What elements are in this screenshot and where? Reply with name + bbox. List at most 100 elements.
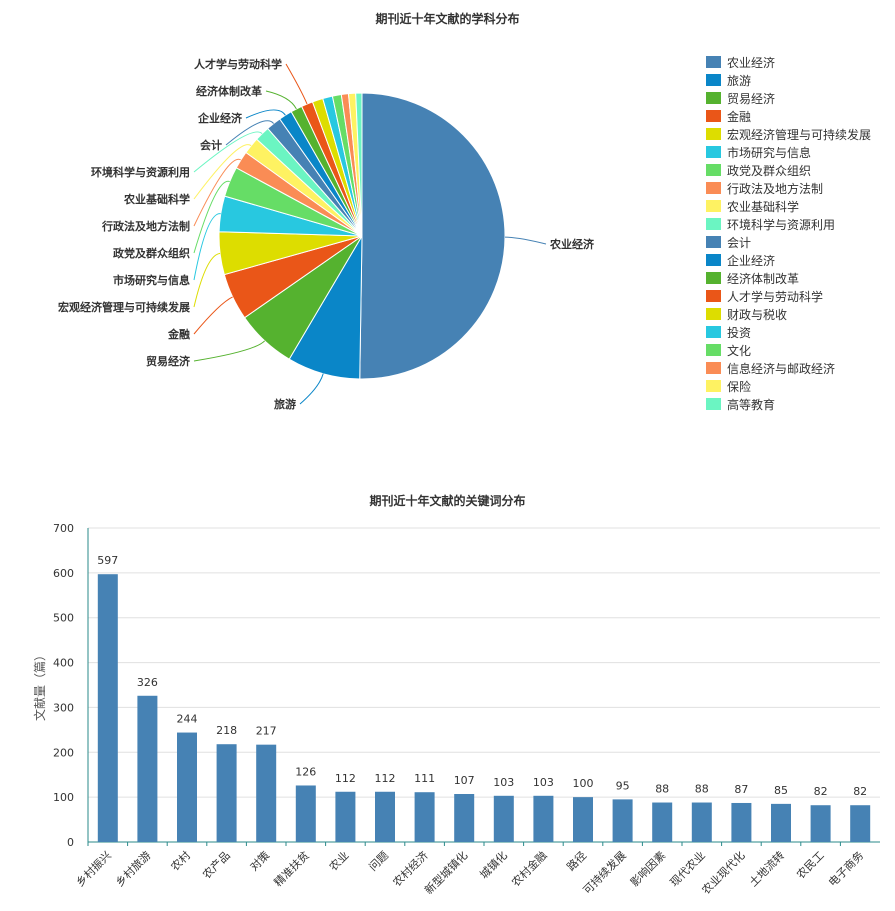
legend-item[interactable]: 人才学与劳动科学	[706, 287, 871, 305]
legend-swatch	[706, 74, 721, 86]
pie-label-line	[193, 131, 263, 173]
x-tick-label: 新型城镇化	[422, 848, 471, 897]
legend-item[interactable]: 文化	[706, 341, 871, 359]
pie-label: 经济体制改革	[196, 84, 262, 98]
pie-legend: 农业经济 旅游贸易经济金融 宏观经济管理与可持续发展 市场研究与信息 政党及群众组织 行政…	[706, 53, 871, 413]
pie-label: 金融	[167, 327, 190, 341]
bar-value-label: 103	[533, 776, 554, 789]
bar[interactable]	[652, 802, 673, 842]
pie-label: 宏观经济管理与可持续发展	[58, 300, 191, 314]
bar[interactable]	[256, 744, 277, 842]
bar[interactable]	[295, 785, 316, 842]
legend-swatch	[706, 236, 721, 248]
legend-item[interactable]: 行政法及地方法制	[706, 179, 871, 197]
legend-item[interactable]: 企业经济	[706, 251, 871, 269]
pie-label: 农业基础科学	[123, 192, 190, 206]
bar[interactable]	[493, 795, 514, 842]
pie-slice[interactable]	[355, 92, 363, 237]
bar[interactable]	[691, 802, 712, 842]
bar[interactable]	[731, 802, 752, 842]
bar-value-label: 82	[853, 785, 867, 798]
legend-label: 文化	[727, 343, 752, 358]
x-tick-label: 可持续发展	[580, 848, 629, 897]
bar[interactable]	[137, 695, 158, 842]
pie-label-line	[193, 180, 230, 254]
legend-item[interactable]: 经济体制改革	[706, 269, 871, 287]
legend-swatch	[706, 164, 721, 176]
legend-item[interactable]: 农业基础科学	[706, 197, 871, 215]
bar-value-label: 111	[414, 772, 435, 785]
legend-item[interactable]: 财政与税收	[706, 305, 871, 323]
pie-label: 旅游	[274, 397, 296, 411]
bar[interactable]	[414, 792, 435, 842]
legend-label: 金融	[727, 109, 752, 124]
legend-label: 贸易经济	[727, 91, 776, 106]
x-tick-label: 影响因素	[628, 849, 668, 889]
bar-chart-title: 期刊近十年文献的关键词分布	[369, 494, 526, 508]
pie-label: 贸易经济	[146, 354, 191, 368]
legend-item[interactable]: 贸易经济	[706, 89, 871, 107]
x-tick-label: 问题	[366, 849, 391, 874]
legend-item[interactable]: 农业经济	[706, 53, 871, 71]
y-tick-label: 0	[67, 836, 74, 849]
legend-label: 人才学与劳动科学	[727, 289, 824, 304]
legend-swatch	[706, 56, 721, 68]
legend-item[interactable]: 金融	[706, 107, 871, 125]
bar-chart: 0 100 200 300 400 500 600 700 文献量（篇） 597 乡村振兴 326 乡村…	[32, 522, 880, 897]
legend-item[interactable]: 高等教育	[706, 395, 871, 413]
bar-value-label: 103	[493, 776, 514, 789]
bar[interactable]	[612, 799, 633, 842]
legend-swatch	[706, 218, 721, 230]
bar-value-label: 100	[573, 777, 594, 790]
bar[interactable]	[771, 803, 791, 842]
bar[interactable]	[573, 797, 593, 842]
legend-item[interactable]: 保险	[706, 377, 871, 395]
bar-value-label: 217	[256, 725, 277, 738]
pie-label: 政党及群众组织	[113, 246, 190, 260]
bar[interactable]	[335, 791, 356, 842]
bar-value-label: 107	[454, 774, 475, 787]
bar-value-label: 597	[97, 554, 118, 567]
bar[interactable]	[454, 794, 475, 842]
legend-item[interactable]: 宏观经济管理与可持续发展	[706, 125, 871, 143]
bar[interactable]	[177, 732, 197, 842]
pie-slice[interactable]	[359, 92, 506, 380]
legend-label: 会计	[727, 235, 752, 250]
legend-label: 财政与税收	[727, 307, 788, 322]
legend-item[interactable]: 信息经济与邮政经济	[706, 359, 871, 377]
bar-value-label: 112	[335, 772, 356, 785]
pie-label: 环境科学与资源利用	[91, 165, 190, 179]
bar[interactable]	[375, 791, 395, 842]
legend-label: 保险	[727, 379, 752, 394]
y-tick-label: 700	[53, 522, 74, 535]
legend-label: 环境科学与资源利用	[727, 217, 836, 232]
pie-label-line	[193, 158, 242, 227]
pie-label: 市场研究与信息	[113, 273, 190, 287]
legend-label: 企业经济	[727, 253, 776, 268]
y-tick-label: 100	[53, 791, 74, 804]
x-tick-label: 农村金融	[509, 848, 550, 889]
pie-label-line	[193, 252, 221, 308]
legend-swatch	[706, 200, 721, 212]
legend-swatch	[706, 110, 721, 122]
legend-item[interactable]: 政党及群众组织	[706, 161, 871, 179]
legend-label: 投资	[727, 325, 752, 340]
y-tick-label: 200	[53, 746, 74, 759]
bar[interactable]	[97, 574, 118, 842]
legend-item[interactable]: 环境科学与资源利用	[706, 215, 871, 233]
legend-item[interactable]: 市场研究与信息	[706, 143, 871, 161]
legend-item[interactable]: 旅游	[706, 71, 871, 89]
legend-swatch	[706, 380, 721, 392]
pie-label-line	[285, 63, 308, 105]
bar[interactable]	[810, 805, 831, 842]
x-tick-label: 农村经济	[390, 848, 431, 889]
bar[interactable]	[850, 805, 871, 842]
bar[interactable]	[533, 795, 554, 842]
legend-label: 信息经济与邮政经济	[727, 361, 836, 376]
pie-label-line	[193, 340, 266, 362]
x-tick-label: 乡村振兴	[73, 848, 114, 889]
bar[interactable]	[216, 744, 237, 842]
legend-item[interactable]: 会计	[706, 233, 871, 251]
legend-swatch	[706, 362, 721, 374]
legend-item[interactable]: 投资	[706, 323, 871, 341]
